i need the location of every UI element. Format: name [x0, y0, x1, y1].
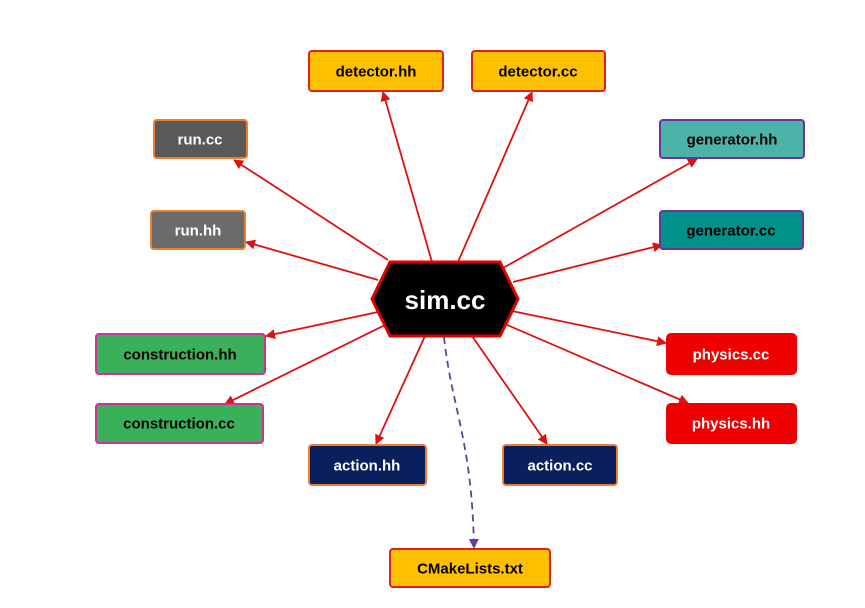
- node-detector-hh-label: detector.hh: [336, 64, 417, 81]
- center-label: sim.cc: [405, 285, 486, 315]
- node-generator-cc: generator.cc: [659, 210, 804, 250]
- node-physics-cc-label: physics.cc: [693, 347, 770, 364]
- node-action-cc-box: [502, 444, 618, 486]
- edge-action-cc: [471, 335, 548, 445]
- node-construction-hh-label: construction.hh: [123, 347, 236, 364]
- node-physics-cc-box: [666, 333, 797, 375]
- center-hexagon: [370, 260, 520, 338]
- center-node: sim.cc: [370, 260, 520, 338]
- node-run-hh-label: run.hh: [175, 223, 222, 240]
- node-action-hh-label: action.hh: [334, 458, 401, 475]
- nodes-group: detector.hh detector.cc run.cc run.hh ge…: [95, 50, 805, 588]
- edge-action-hh: [375, 335, 426, 445]
- node-action-hh: action.hh: [308, 444, 427, 486]
- node-cmakelists-txt-label: CMakeLists.txt: [417, 561, 523, 578]
- edge-physics-hh: [504, 323, 689, 405]
- node-construction-cc-label: construction.cc: [123, 416, 235, 433]
- edge-construction-hh: [265, 311, 379, 340]
- node-physics-hh-label: physics.hh: [692, 416, 770, 433]
- edges-group: [224, 91, 698, 549]
- node-physics-hh: physics.hh: [666, 403, 797, 444]
- node-physics-cc: physics.cc: [666, 333, 797, 375]
- node-generator-hh-label: generator.hh: [687, 132, 778, 149]
- node-construction-hh-box: [95, 333, 266, 375]
- node-action-hh-box: [308, 444, 427, 486]
- node-generator-hh-box: [659, 119, 805, 159]
- edge-run-cc: [233, 159, 389, 261]
- node-generator-cc-label: generator.cc: [686, 223, 775, 240]
- node-detector-cc-label: detector.cc: [498, 64, 577, 81]
- edge-detector-cc: [457, 91, 533, 263]
- node-generator-cc-box: [659, 210, 804, 250]
- node-detector-hh: detector.hh: [308, 50, 444, 92]
- node-action-cc-label: action.cc: [527, 458, 592, 475]
- node-action-cc: action.cc: [502, 444, 618, 486]
- node-run-hh-box: [150, 210, 246, 250]
- edge-cmakelists-txt: [443, 336, 479, 549]
- edge-generator-hh: [502, 158, 698, 269]
- edge-run-hh: [245, 239, 379, 281]
- node-cmakelists-txt-box: [389, 548, 551, 588]
- node-construction-cc-box: [95, 403, 264, 444]
- node-run-cc-box: [153, 119, 248, 159]
- edge-construction-cc: [224, 324, 386, 405]
- node-run-cc: run.cc: [153, 119, 248, 159]
- edge-physics-cc: [511, 310, 667, 347]
- node-construction-cc: construction.cc: [95, 403, 264, 444]
- node-run-hh: run.hh: [150, 210, 246, 250]
- edge-detector-hh: [380, 91, 433, 263]
- edge-generator-cc: [512, 242, 663, 283]
- node-detector-cc: detector.cc: [471, 50, 606, 92]
- node-run-cc-label: run.cc: [177, 132, 222, 149]
- node-generator-hh: generator.hh: [659, 119, 805, 159]
- node-detector-hh-box: [308, 50, 444, 92]
- node-construction-hh: construction.hh: [95, 333, 266, 375]
- node-cmakelists-txt: CMakeLists.txt: [389, 548, 551, 588]
- node-detector-cc-box: [471, 50, 606, 92]
- node-physics-hh-box: [666, 403, 797, 444]
